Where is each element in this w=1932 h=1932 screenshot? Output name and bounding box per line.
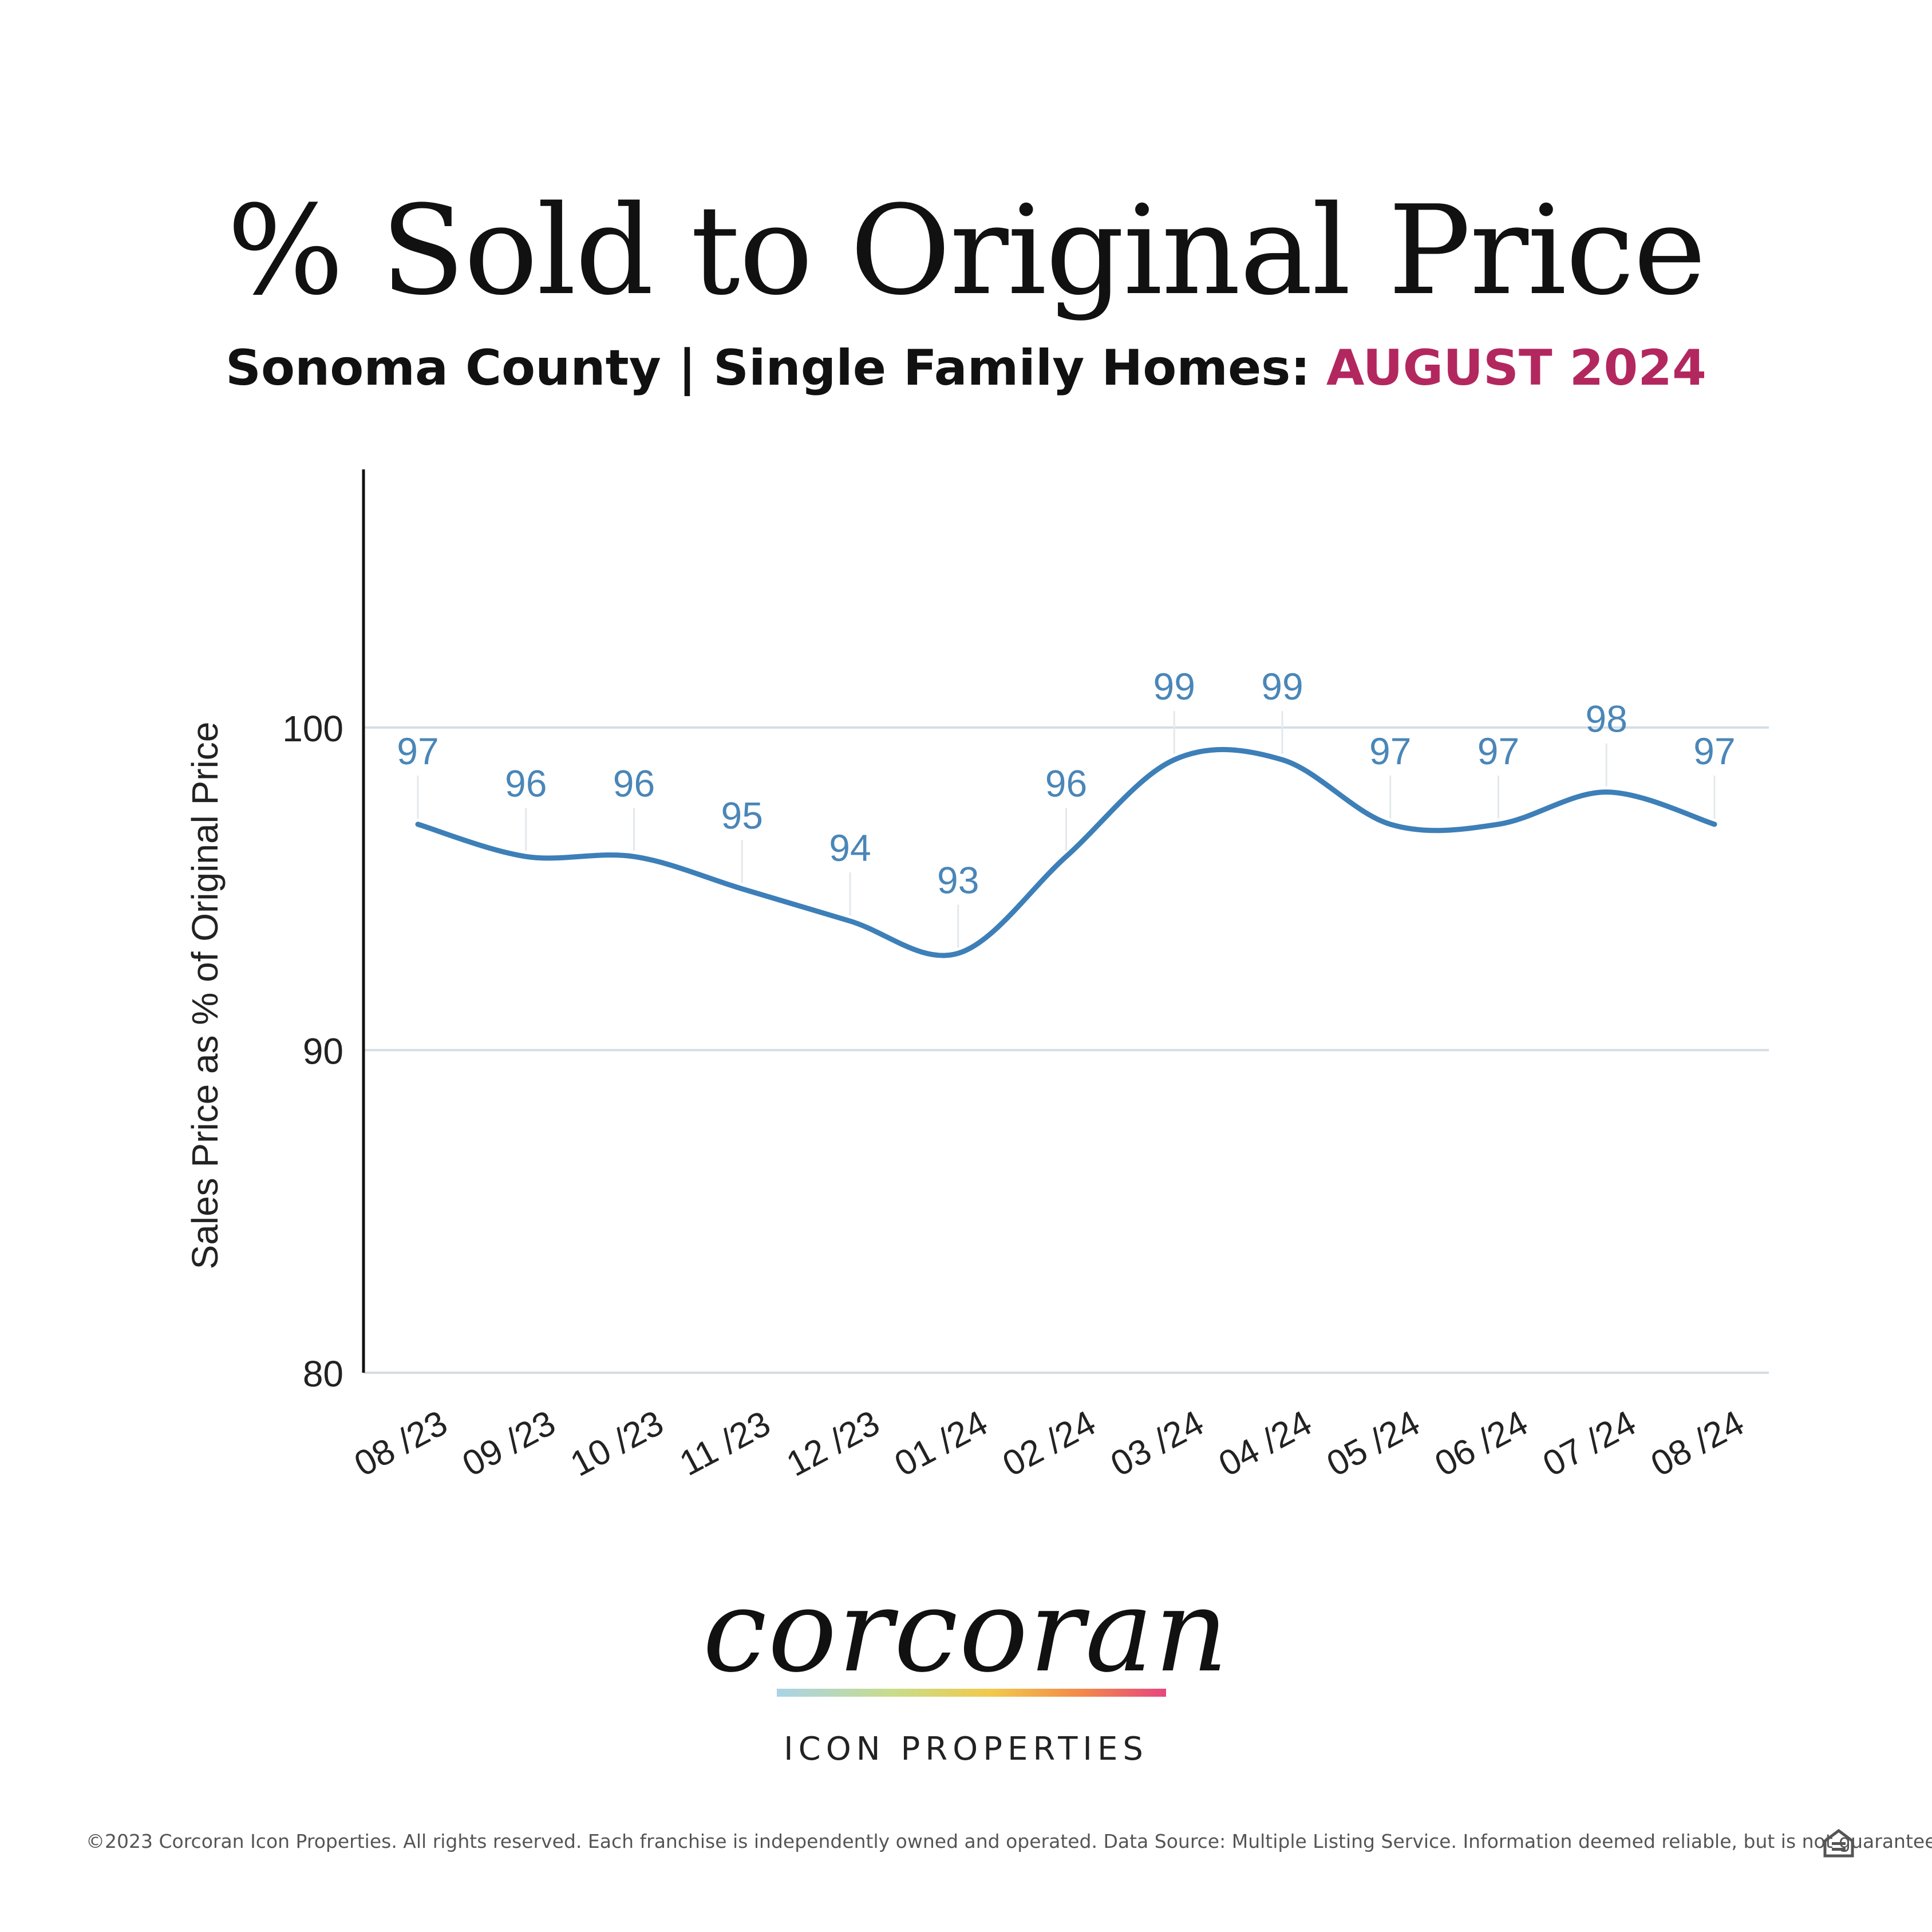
x-tick-label: 10 /23 [564,1403,670,1484]
y-axis-title: Sales Price as % of Original Price [184,722,226,1270]
series-line [415,746,1717,958]
x-tick-label: 05 /24 [1321,1403,1427,1484]
data-label: 96 [613,762,655,804]
x-tick-label: 08 /24 [1645,1403,1751,1484]
data-label: 98 [1586,698,1627,740]
data-label: 95 [721,795,763,837]
y-tick-label: 100 [282,708,343,749]
data-label: 96 [1045,762,1087,804]
data-label: 93 [937,859,979,901]
data-label: 99 [1153,665,1195,708]
x-tick-label: 02 /24 [997,1403,1103,1484]
x-tick-label: 01 /24 [888,1403,994,1484]
y-tick-label: 90 [303,1030,343,1072]
brand-logo: corcoran [702,1564,1230,1698]
x-tick-label: 12 /23 [780,1403,886,1484]
data-label: 99 [1261,665,1303,708]
chart-subtitle: Sonoma County | Single Family Homes: AUGU… [0,343,1932,393]
x-tick-label: 08 /23 [348,1403,454,1484]
equal-housing-opportunity-icon [1823,1828,1854,1858]
x-tick-label: 11 /23 [673,1404,777,1484]
data-label: 97 [397,730,438,772]
subtitle-location: Sonoma County | Single Family Homes: [226,339,1310,397]
brand-subtitle: ICON PROPERTIES [784,1730,1148,1768]
data-label: 97 [1369,730,1411,772]
data-label: 97 [1693,730,1735,772]
data-label: 97 [1477,730,1519,772]
footer-disclaimer: ©2023 Corcoran Icon Properties. All righ… [86,1830,1932,1852]
chart-title: % Sold to Original Price [227,179,1706,322]
y-tick-label: 80 [303,1353,343,1394]
x-tick-label: 07 /24 [1536,1403,1642,1484]
subtitle-period: AUGUST 2024 [1326,339,1706,397]
data-label: 96 [505,762,547,804]
x-tick-label: 06 /24 [1429,1403,1535,1484]
brand-gradient-bar [777,1689,1166,1697]
x-tick-label: 03 /24 [1104,1403,1210,1484]
x-tick-label: 09 /23 [456,1403,562,1484]
data-label: 94 [829,827,871,869]
x-tick-label: 04 /24 [1212,1403,1318,1484]
